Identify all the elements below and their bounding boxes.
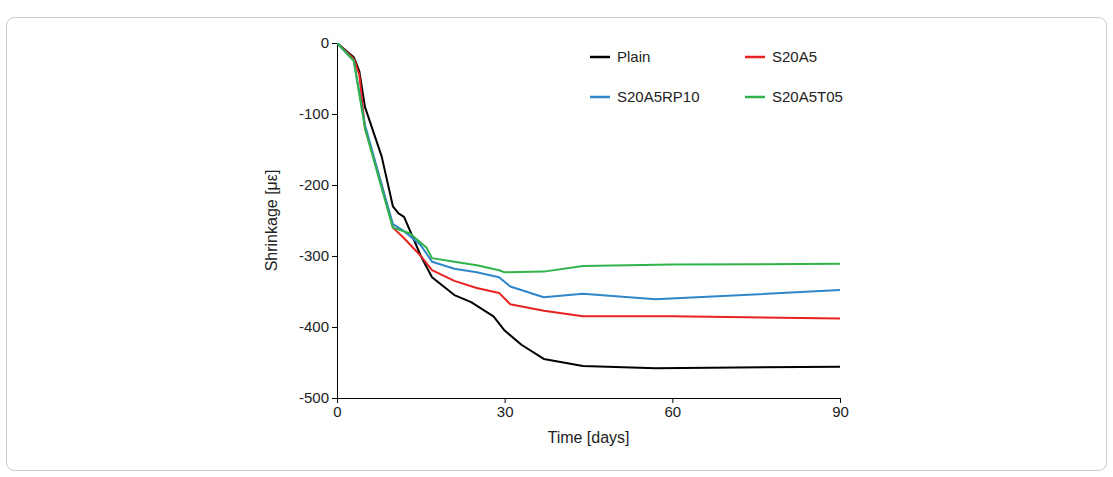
legend-swatch xyxy=(745,96,765,99)
y-tick-mark xyxy=(332,327,337,328)
x-axis: 0 30 60 90 xyxy=(333,398,849,420)
legend-label: S20A5 xyxy=(772,48,817,65)
legend-label: S20A5T05 xyxy=(772,88,843,105)
y-tick-mark xyxy=(332,398,337,399)
y-tick: -100 xyxy=(299,105,337,122)
y-axis-line xyxy=(332,44,338,399)
y-tick: 0 xyxy=(321,34,337,51)
y-tick-label: -400 xyxy=(299,318,329,335)
plot-area xyxy=(337,43,840,368)
x-tick-label: 0 xyxy=(333,403,341,420)
y-tick-label: -200 xyxy=(299,176,329,193)
x-tick-label: 60 xyxy=(664,403,681,420)
y-axis: 0 -100 -200 -300 -400 -500 xyxy=(299,34,338,406)
series-line xyxy=(337,43,840,272)
y-tick: -200 xyxy=(299,176,337,193)
x-tick: 90 xyxy=(832,398,849,420)
y-tick-mark xyxy=(332,43,337,44)
legend-label: S20A5RP10 xyxy=(617,88,700,105)
series-line xyxy=(337,43,840,318)
legend-swatch xyxy=(590,96,610,99)
legend-item: S20A5 xyxy=(745,48,817,65)
frame xyxy=(7,18,1107,471)
legend: Plain S20A5 S20A5RP10 S20A5T05 xyxy=(590,48,843,105)
x-axis-line xyxy=(338,399,841,404)
y-tick-label: 0 xyxy=(321,34,329,51)
legend-label: Plain xyxy=(617,48,650,65)
x-tick: 30 xyxy=(497,398,514,420)
x-tick: 0 xyxy=(333,398,341,420)
legend-item: S20A5T05 xyxy=(745,88,843,105)
y-axis-title: Shrinkage [με] xyxy=(263,170,280,272)
legend-swatch xyxy=(745,56,765,59)
y-tick: -400 xyxy=(299,318,337,335)
y-tick-mark xyxy=(332,114,337,115)
x-tick: 60 xyxy=(664,398,681,420)
legend-item: S20A5RP10 xyxy=(590,88,700,105)
x-tick-label: 30 xyxy=(497,403,514,420)
x-tick-label: 90 xyxy=(832,403,849,420)
legend-item: Plain xyxy=(590,48,650,65)
y-tick: -300 xyxy=(299,247,337,264)
chart: 0 30 60 90 0 -100 -200 -300 -400 -500 Time [days] S… xyxy=(0,0,1113,477)
series-line xyxy=(337,43,840,368)
y-tick-mark xyxy=(332,256,337,257)
y-tick: -500 xyxy=(299,389,337,406)
legend-swatch xyxy=(590,56,610,59)
y-tick-label: -100 xyxy=(299,105,329,122)
y-tick-mark xyxy=(332,185,337,186)
series-line xyxy=(337,43,840,299)
y-tick-label: -300 xyxy=(299,247,329,264)
y-tick-label: -500 xyxy=(299,389,329,406)
x-axis-title: Time [days] xyxy=(547,429,629,446)
